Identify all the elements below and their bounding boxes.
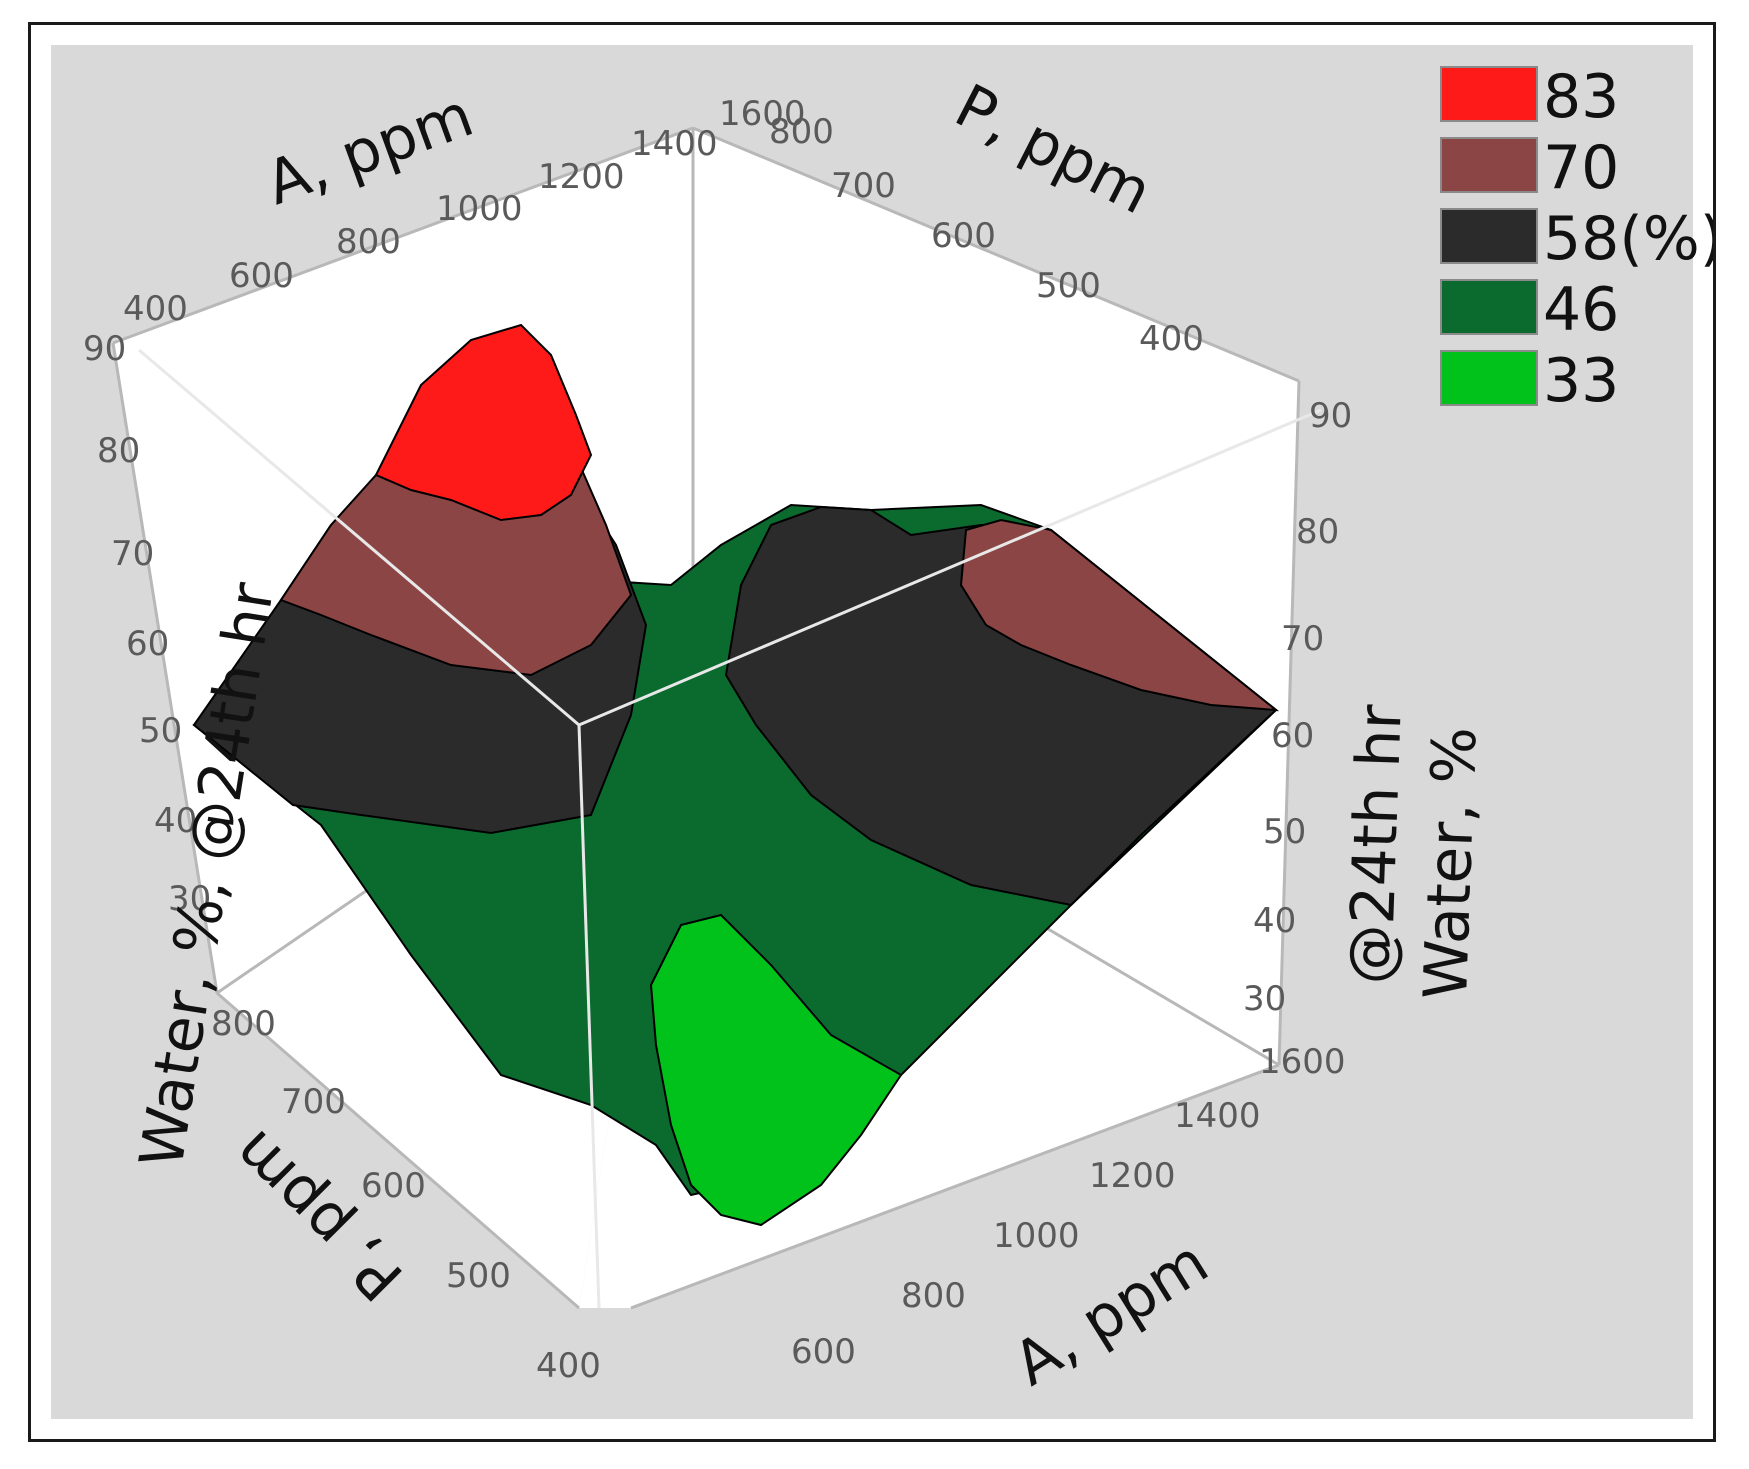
surface-region-70-right [959, 518, 1280, 712]
tick-a-top-600: 600 [229, 256, 294, 296]
legend-swatch-0 [1440, 66, 1538, 122]
axis-title-z-right-line2: Water, % [1411, 726, 1490, 1001]
tick-z-right-90: 90 [1309, 396, 1352, 436]
legend-swatch-3 [1440, 279, 1538, 335]
legend-label-4: 33 [1543, 346, 1619, 416]
ticks-a-bottom: 600 800 1000 1200 1400 1600 [791, 1042, 1346, 1372]
ticks-p-top: 800 700 600 500 400 [769, 112, 1204, 359]
surface-region-33 [649, 913, 903, 1227]
tick-z-right-40: 40 [1253, 901, 1296, 941]
tick-a-bottom-600: 600 [791, 1332, 856, 1372]
tick-a-bottom-1600: 1600 [1259, 1042, 1346, 1082]
tick-p-top-800: 800 [769, 112, 834, 152]
tick-p-bottom-700: 700 [281, 1082, 346, 1122]
legend-swatch-1 [1440, 137, 1538, 193]
tick-a-bottom-1200: 1200 [1089, 1156, 1176, 1196]
tick-a-bottom-1000: 1000 [993, 1216, 1080, 1256]
tick-z-right-50: 50 [1263, 812, 1306, 852]
tick-z-left-50: 50 [139, 711, 182, 751]
tick-p-top-700: 700 [831, 166, 896, 206]
tick-p-top-500: 500 [1036, 266, 1101, 306]
tick-a-top-1200: 1200 [538, 157, 625, 197]
tick-z-right-60: 60 [1271, 716, 1314, 756]
inner-edges [138, 348, 1322, 1309]
tick-a-bottom-800: 800 [901, 1276, 966, 1316]
tick-a-top-400: 400 [123, 289, 188, 329]
ticks-z-right: 90 80 70 60 50 40 30 [1243, 396, 1352, 1019]
legend-label-2: 58(%) [1543, 204, 1713, 274]
tick-a-top-800: 800 [336, 222, 401, 262]
tick-a-top-1400: 1400 [631, 124, 718, 164]
ticks-a-top: 400 600 800 1000 1200 1400 1600 [123, 94, 806, 329]
legend-label-3: 46 [1543, 275, 1619, 345]
tick-z-left-60: 60 [126, 624, 169, 664]
tick-z-left-30: 30 [168, 879, 211, 919]
tick-z-left-80: 80 [97, 431, 140, 471]
tick-a-bottom-1400: 1400 [1174, 1096, 1261, 1136]
ticks-p-bottom: 800 700 600 500 400 [211, 1004, 601, 1386]
tick-p-bottom-600: 600 [361, 1166, 426, 1206]
tick-a-top-1600: 1600 [719, 94, 806, 134]
tick-p-bottom-500: 500 [446, 1256, 511, 1296]
tick-z-right-30: 30 [1243, 979, 1286, 1019]
ticks-z-left: 90 80 70 60 50 40 30 [83, 329, 211, 919]
legend-swatch-4 [1440, 350, 1538, 406]
axis-title-z-right-line1: @24th hr [1336, 703, 1416, 985]
legend-label-0: 83 [1543, 62, 1619, 132]
tick-z-left-70: 70 [111, 534, 154, 574]
surface-region-83 [374, 323, 593, 522]
legend-swatch-2 [1440, 208, 1538, 264]
tick-z-right-80: 80 [1296, 512, 1339, 552]
tick-a-top-1000: 1000 [436, 189, 523, 229]
chart-frame: 400 600 800 1000 1200 1400 1600 800 700 … [28, 22, 1716, 1442]
chart-svg: 400 600 800 1000 1200 1400 1600 800 700 … [51, 45, 1713, 1419]
tick-p-bottom-800: 800 [211, 1004, 276, 1044]
legend-label-1: 70 [1543, 133, 1619, 203]
tick-z-right-70: 70 [1281, 619, 1324, 659]
tick-z-left-90: 90 [83, 329, 126, 369]
tick-z-left-40: 40 [154, 801, 197, 841]
tick-p-bottom-400: 400 [536, 1346, 601, 1386]
surface [192, 323, 1280, 1227]
tick-p-top-400: 400 [1139, 319, 1204, 359]
tick-p-top-600: 600 [931, 216, 996, 256]
